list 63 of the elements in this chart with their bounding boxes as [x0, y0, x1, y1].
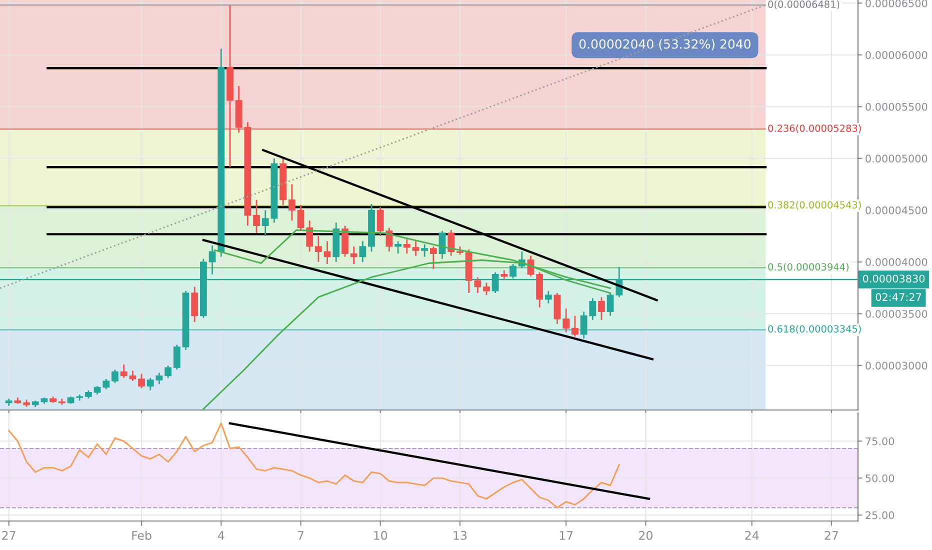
- candlestick: [562, 308, 570, 334]
- x-tick-label: 27: [2, 530, 16, 540]
- ref-line-label: 0.236(0.00005283): [768, 124, 861, 134]
- y-tick-label: 0.00004500: [866, 206, 928, 214]
- y-tick-label: 0.00005000: [866, 154, 928, 163]
- y-tick-label: 25.00: [866, 511, 894, 520]
- candlestick: [554, 292, 561, 325]
- annotation: 0.00002040 (53.32%) 2040: [579, 39, 750, 50]
- y-tick-label: 0.00004000: [866, 258, 928, 266]
- candlestick: [164, 364, 172, 379]
- candlestick: [589, 297, 596, 321]
- y-tick-label: 0.00003000: [866, 362, 928, 370]
- y-tick-label: 50.00: [866, 474, 894, 482]
- candlestick: [253, 199, 260, 234]
- x-tick-label: 13: [454, 530, 467, 540]
- candlestick: [598, 296, 605, 321]
- candlestick: [412, 240, 420, 256]
- candlestick: [421, 244, 428, 258]
- candlestick: [448, 229, 455, 256]
- candlestick: [314, 235, 322, 263]
- candlestick: [500, 270, 508, 280]
- candlestick: [376, 206, 384, 237]
- x-tick-label: 10: [374, 530, 388, 540]
- candlestick: [191, 286, 198, 323]
- y-tick-label: 75.00: [866, 437, 894, 446]
- candlestick: [474, 276, 482, 294]
- candlestick: [430, 246, 437, 270]
- x-tick-label: 27: [824, 530, 838, 540]
- y-tick-label: 0.00005500: [866, 102, 928, 111]
- candlestick: [102, 378, 110, 390]
- candlestick: [359, 240, 366, 263]
- x-tick-label: 17: [560, 531, 573, 540]
- candlestick: [394, 240, 402, 254]
- candlestick: [112, 368, 118, 384]
- y-tick-label: 0.00006000: [866, 51, 928, 59]
- candlestick: [572, 315, 578, 338]
- text: 02:47:27: [876, 293, 922, 302]
- ref-line-label: 0.00003830: [862, 274, 925, 283]
- candlestick: [297, 204, 304, 232]
- candlestick: [156, 372, 163, 385]
- candlestick: [208, 244, 216, 276]
- candlestick: [138, 373, 145, 389]
- ref-line-label: 0(0.00006481): [768, 0, 840, 10]
- y-tick-label: 0.00003500: [866, 310, 928, 318]
- candlestick: [324, 240, 331, 265]
- candlestick: [403, 238, 410, 254]
- ref-line-label: 0.5(0.00003944): [768, 263, 848, 272]
- x-tick-label: Feb: [132, 530, 152, 540]
- candlestick: [483, 282, 490, 296]
- candlestick: [262, 209, 269, 237]
- ref-line-label: 0.382(0.00004543): [768, 201, 861, 210]
- x-tick-label: 4: [218, 531, 224, 540]
- line-series: [8, 422, 620, 508]
- candlestick: [146, 377, 154, 392]
- x-tick-label: 24: [745, 530, 759, 540]
- ref-line-label: 0.618(0.00003345): [768, 325, 861, 334]
- candlestick: [544, 290, 552, 304]
- candlestick: [288, 184, 296, 222]
- x-tick-label: 7: [298, 531, 304, 540]
- x-tick-label: 20: [639, 530, 652, 540]
- candlestick: [173, 344, 180, 370]
- candlestick: [306, 220, 314, 252]
- candlestick: [350, 246, 358, 265]
